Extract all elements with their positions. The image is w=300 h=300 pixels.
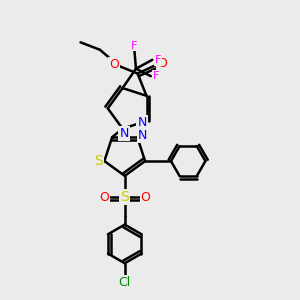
Text: N: N (119, 127, 129, 140)
Text: N: N (138, 129, 147, 142)
Text: F: F (131, 40, 138, 50)
Text: F: F (153, 71, 159, 81)
Text: O: O (109, 58, 119, 71)
Text: N: N (137, 116, 147, 129)
Text: S: S (94, 154, 103, 168)
Text: S: S (120, 190, 129, 204)
Text: O: O (99, 191, 109, 204)
Text: O: O (141, 191, 151, 204)
Text: O: O (157, 57, 167, 70)
Text: Cl: Cl (118, 276, 131, 289)
Text: F: F (154, 55, 161, 65)
